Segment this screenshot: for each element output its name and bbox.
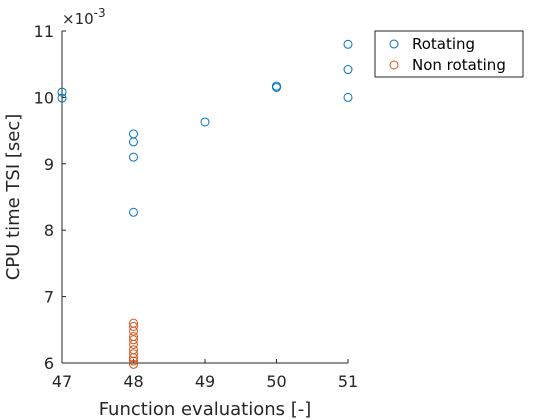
svg-text:×10-3: ×10-3	[62, 6, 106, 28]
x-tick-label: 49	[195, 372, 215, 391]
legend: Rotating Non rotating	[374, 30, 524, 78]
legend-box	[374, 30, 524, 78]
plot-area: 47 48 49 50 51 6 7 8 9 10 11	[34, 22, 359, 391]
data-point	[129, 349, 138, 359]
y-axis-multiplier: ×10-3	[62, 6, 106, 28]
x-tick-label: 50	[266, 372, 286, 391]
data-point	[129, 356, 138, 366]
data-point	[200, 117, 210, 127]
y-axis-multiplier-base: ×10	[62, 10, 94, 28]
x-tick-label: 47	[52, 372, 72, 391]
x-tick-label: 48	[123, 372, 143, 391]
data-point	[129, 326, 138, 336]
y-tick-label: 8	[44, 221, 54, 240]
data-point	[57, 87, 67, 97]
y-tick-label: 10	[34, 88, 54, 107]
legend-marker	[389, 60, 399, 70]
x-tick-label: 51	[338, 372, 358, 391]
data-point	[129, 129, 138, 139]
y-tick-label: 9	[44, 155, 54, 174]
y-tick-label: 11	[34, 22, 54, 41]
data-point	[272, 82, 281, 92]
y-axis-label: CPU time TSI [sec]	[3, 114, 24, 281]
y-tick-label: 7	[44, 288, 54, 307]
data-point	[129, 137, 138, 147]
data-point	[343, 92, 353, 102]
data-point	[129, 335, 138, 345]
data-point	[129, 152, 138, 162]
data-point	[129, 321, 138, 331]
y-axis-multiplier-exponent: -3	[94, 6, 106, 20]
x-axis-label: Function evaluations [-]	[99, 399, 312, 420]
data-point	[129, 353, 138, 363]
legend-label: Rotating	[412, 35, 475, 53]
legend-marker	[389, 39, 399, 49]
legend-label: Non rotating	[412, 56, 506, 74]
data-point	[129, 207, 138, 217]
data-point	[57, 93, 67, 103]
data-point	[343, 65, 353, 75]
data-point	[129, 359, 138, 369]
data-point	[129, 339, 138, 349]
y-tick-label: 6	[44, 354, 54, 373]
data-point	[343, 39, 353, 49]
